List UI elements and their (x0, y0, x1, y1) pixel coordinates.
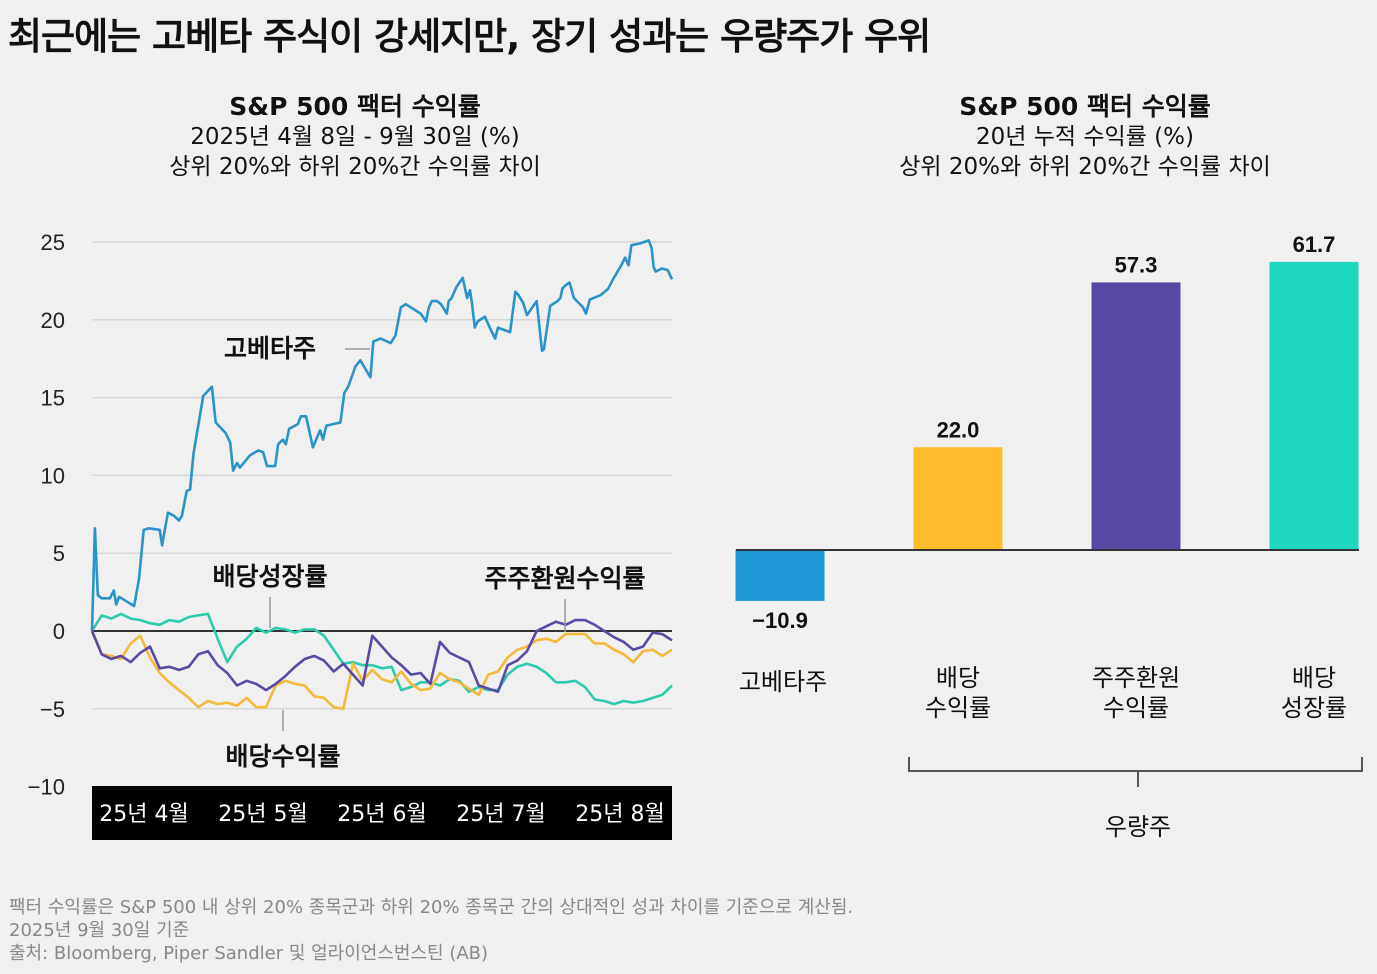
x-tick-label: 25년 4월 (99, 802, 188, 827)
series-line-1 (90, 612, 673, 706)
annotation-label: 고베타주 (224, 334, 316, 363)
bar-chart-value-labels: −10.9 22.0 57.3 61.7 (752, 232, 1335, 633)
series-line-2 (90, 618, 673, 694)
category-label: 성장률 (1281, 694, 1347, 722)
bar-value-label: 22.0 (937, 417, 980, 442)
bar (1269, 261, 1359, 550)
line-chart-subtitle2: 상위 20%와 하위 20%간 수익률 차이 (169, 154, 541, 180)
group-bracket (908, 757, 1363, 772)
x-tick-label: 25년 6월 (337, 802, 426, 827)
series-line-0 (90, 239, 674, 632)
x-tick-label: 25년 7월 (456, 802, 545, 827)
y-tick-label: −10 (28, 775, 65, 800)
y-tick-label: 25 (41, 230, 65, 255)
y-tick-label: 10 (41, 463, 65, 488)
bar-chart-subtitle2: 상위 20%와 하위 20%간 수익률 차이 (899, 154, 1271, 180)
x-axis-band (92, 786, 672, 840)
bar-chart-subtitle: 20년 누적 수익률 (%) (976, 124, 1194, 150)
annotation-label: 배당성장률 (212, 562, 327, 591)
y-tick-label: 5 (53, 541, 65, 566)
bar-value-label: 61.7 (1293, 232, 1336, 257)
bar-value-label: 57.3 (1115, 252, 1158, 277)
line-chart-x-axis: 25년 4월 25년 5월 25년 6월 25년 7월 25년 8월 (92, 786, 672, 840)
bar-value-label: −10.9 (752, 608, 808, 633)
bar (1091, 282, 1181, 550)
annotation-label: 주주환원수익률 (484, 564, 645, 593)
footnote-source: 출처: Bloomberg, Piper Sandler 및 얼라이언스번스틴 … (9, 943, 489, 964)
y-tick-label: 20 (41, 308, 65, 333)
y-tick-label: 0 (53, 619, 65, 644)
line-chart-y-axis: 25 20 15 10 5 0 −5 −10 (28, 230, 65, 800)
bar (735, 550, 825, 601)
y-tick-label: 15 (41, 386, 65, 411)
line-chart-title: S&P 500 팩터 수익률 (229, 92, 481, 121)
x-tick-label: 25년 8월 (575, 802, 664, 827)
line-chart-subtitle: 2025년 4월 8일 - 9월 30일 (%) (190, 124, 520, 150)
category-label: 수익률 (925, 694, 991, 722)
y-tick-label: −5 (40, 697, 65, 722)
category-label: 배당 (1292, 664, 1336, 692)
category-label: 주주환원 (1092, 664, 1180, 692)
x-tick-label: 25년 5월 (218, 802, 307, 827)
annotation-label: 배당수익률 (225, 742, 340, 771)
bar (913, 447, 1003, 550)
bar-chart-title: S&P 500 팩터 수익률 (959, 92, 1211, 121)
footnote-date: 2025년 9월 30일 기준 (9, 920, 190, 941)
line-chart-gridlines (92, 241, 672, 710)
line-chart-header: S&P 500 팩터 수익률 2025년 4월 8일 - 9월 30일 (%) … (90, 92, 620, 182)
category-label: 배당 (936, 664, 980, 692)
line-chart-series (90, 239, 674, 711)
category-label: 고베타주 (739, 668, 827, 696)
group-label: 우량주 (1105, 813, 1171, 841)
bar-chart-header: S&P 500 팩터 수익률 20년 누적 수익률 (%) 상위 20%와 하위… (820, 92, 1350, 182)
bar-chart-bars (735, 261, 1359, 601)
bar-chart-grouping-bracket: 우량주 (908, 757, 1363, 841)
footnote-method: 팩터 수익률은 S&P 500 내 상위 20% 종목군과 하위 20% 종목군… (9, 897, 854, 918)
series-line-3 (90, 630, 673, 711)
main-title: 최근에는 고베타 주식이 강세지만, 장기 성과는 우량주가 우위 (8, 15, 931, 58)
category-label: 수익률 (1103, 694, 1169, 722)
footnotes: 팩터 수익률은 S&P 500 내 상위 20% 종목군과 하위 20% 종목군… (9, 896, 853, 965)
